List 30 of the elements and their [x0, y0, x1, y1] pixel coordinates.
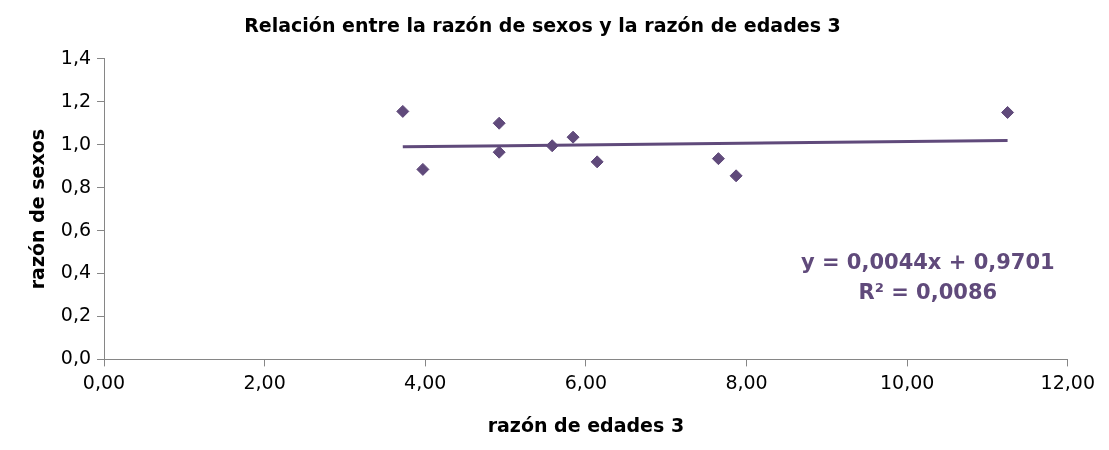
y-tick-label: 1,4 — [60, 45, 92, 68]
y-tick-label: 0,2 — [60, 303, 92, 326]
x-tick-label: 2,00 — [243, 370, 286, 393]
y-tick-label: 0,4 — [60, 260, 92, 283]
y-axis-title: razón de sexos — [26, 128, 49, 290]
point — [711, 152, 725, 166]
annotation: y = 0,0044x + 0,9701 — [800, 249, 1055, 274]
x-tick-label: 6,00 — [564, 370, 608, 393]
point — [729, 169, 743, 183]
point — [590, 155, 604, 169]
x-tick-label: 12,00 — [1040, 370, 1096, 393]
point — [492, 145, 506, 159]
point — [545, 139, 559, 153]
y-tick-label: 0,0 — [60, 346, 92, 369]
point — [492, 116, 506, 130]
point — [1001, 105, 1015, 119]
annotation: R² = 0,0086 — [858, 279, 998, 304]
x-tick-label: 4,00 — [404, 370, 447, 393]
x-tick-label: 10,00 — [879, 370, 935, 393]
point — [566, 130, 580, 144]
x-tick-label: 8,00 — [725, 370, 768, 393]
x-tick-label: 0,00 — [82, 370, 126, 393]
y-tick-label: 0,8 — [60, 174, 92, 197]
y-tick-label: 1,0 — [60, 131, 92, 154]
chart-title: Relación entre la razón de sexos y la razón de edades 3 — [244, 14, 841, 37]
y-tick-label: 0,6 — [60, 217, 92, 240]
y-tick-label: 1,2 — [60, 88, 92, 111]
x-axis-title: razón de edades 3 — [487, 413, 685, 436]
point — [396, 104, 410, 118]
point — [416, 162, 430, 176]
